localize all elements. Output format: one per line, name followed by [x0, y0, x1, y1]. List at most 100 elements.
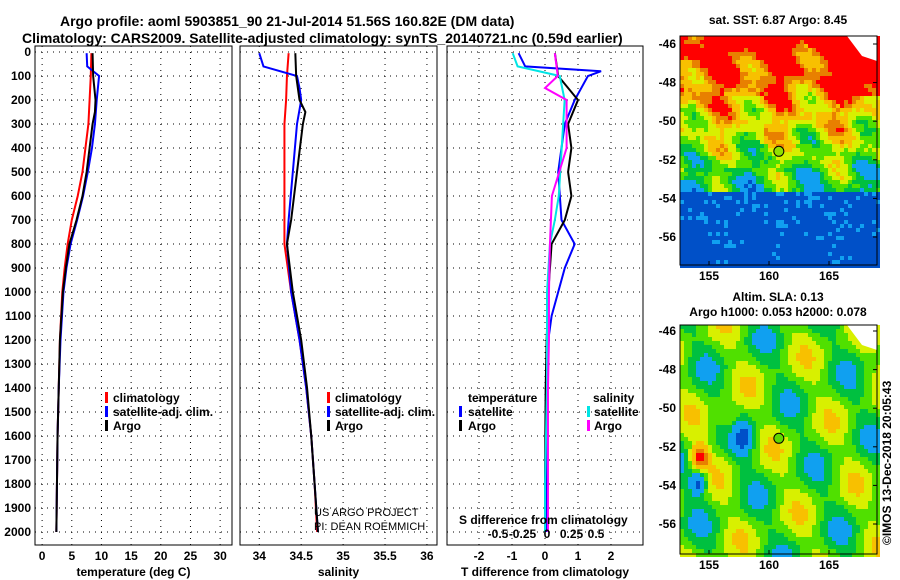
map-cell	[732, 409, 736, 413]
map-cell	[788, 216, 792, 220]
map-cell	[780, 108, 784, 112]
map-cell	[836, 192, 840, 196]
map-cell	[800, 144, 804, 148]
map-cell	[768, 441, 772, 445]
map-cell	[740, 433, 744, 437]
map-cell	[700, 453, 704, 457]
map-cell	[744, 52, 748, 56]
map-cell	[728, 124, 732, 128]
map-cell	[704, 248, 708, 252]
map-cell	[760, 345, 764, 349]
map-cell	[704, 461, 708, 465]
map-cell	[876, 64, 880, 68]
map-cell	[792, 377, 796, 381]
map-cell	[752, 236, 756, 240]
map-cell	[828, 92, 832, 96]
map-cell	[768, 140, 772, 144]
map-cell	[704, 236, 708, 240]
map-cell	[688, 329, 692, 333]
map-cell	[772, 461, 776, 465]
map-cell	[688, 200, 692, 204]
map-cell	[704, 72, 708, 76]
map-cell	[756, 232, 760, 236]
map-cell	[696, 92, 700, 96]
map-cell	[744, 148, 748, 152]
map-cell	[700, 236, 704, 240]
x-axis-label: T difference from climatology	[461, 565, 629, 579]
map-cell	[688, 252, 692, 256]
map-cell	[804, 537, 808, 541]
map-cell	[832, 228, 836, 232]
map-cell	[688, 461, 692, 465]
map-cell	[792, 545, 796, 549]
map-cell	[868, 132, 872, 136]
map-cell	[852, 128, 856, 132]
map-cell	[696, 373, 700, 377]
map-cell	[728, 172, 732, 176]
map-cell	[872, 244, 876, 248]
map-cell	[796, 156, 800, 160]
map-cell	[724, 445, 728, 449]
map-cell	[784, 72, 788, 76]
map-cell	[680, 533, 684, 537]
map-cell	[780, 220, 784, 224]
map-cell	[784, 421, 788, 425]
map-cell	[780, 160, 784, 164]
map-cell	[832, 248, 836, 252]
map-cell	[764, 136, 768, 140]
map-cell	[720, 188, 724, 192]
map-cell	[736, 216, 740, 220]
map-cell	[708, 52, 712, 56]
map-cell	[688, 529, 692, 533]
map-cell	[776, 401, 780, 405]
map-cell	[680, 513, 684, 517]
map-cell	[828, 208, 832, 212]
map-cell	[836, 128, 840, 132]
map-cell	[768, 477, 772, 481]
map-cell	[696, 188, 700, 192]
map-cell	[816, 124, 820, 128]
map-cell	[692, 365, 696, 369]
map-cell	[808, 501, 812, 505]
map-cell	[700, 389, 704, 393]
map-cell	[784, 140, 788, 144]
map-cell	[696, 160, 700, 164]
map-cell	[684, 248, 688, 252]
map-cell	[780, 533, 784, 537]
map-cell	[764, 357, 768, 361]
map-cell	[740, 212, 744, 216]
map-cell	[684, 325, 688, 329]
map-cell	[760, 264, 764, 268]
map-cell	[696, 196, 700, 200]
map-cell	[744, 152, 748, 156]
map-cell	[712, 160, 716, 164]
map-cell	[804, 220, 808, 224]
map-cell	[756, 409, 760, 413]
map-cell	[692, 168, 696, 172]
map-cell	[776, 501, 780, 505]
map-cell	[772, 433, 776, 437]
map-cell	[848, 92, 852, 96]
map-cell	[812, 208, 816, 212]
map-cell	[756, 357, 760, 361]
map-cell	[680, 124, 684, 128]
map-cell	[736, 144, 740, 148]
map-cell	[760, 489, 764, 493]
map-cell	[852, 140, 856, 144]
map-cell	[860, 108, 864, 112]
map-cell	[712, 453, 716, 457]
map-cell	[812, 52, 816, 56]
map-cell	[680, 365, 684, 369]
map-cell	[788, 361, 792, 365]
map-cell	[692, 100, 696, 104]
map-cell	[692, 473, 696, 477]
map-cell	[736, 461, 740, 465]
map-cell	[804, 224, 808, 228]
map-cell	[772, 144, 776, 148]
map-cell	[756, 369, 760, 373]
map-cell	[764, 445, 768, 449]
map-cell	[804, 513, 808, 517]
map-cell	[864, 112, 868, 116]
map-cell	[680, 357, 684, 361]
map-cell	[680, 36, 684, 40]
